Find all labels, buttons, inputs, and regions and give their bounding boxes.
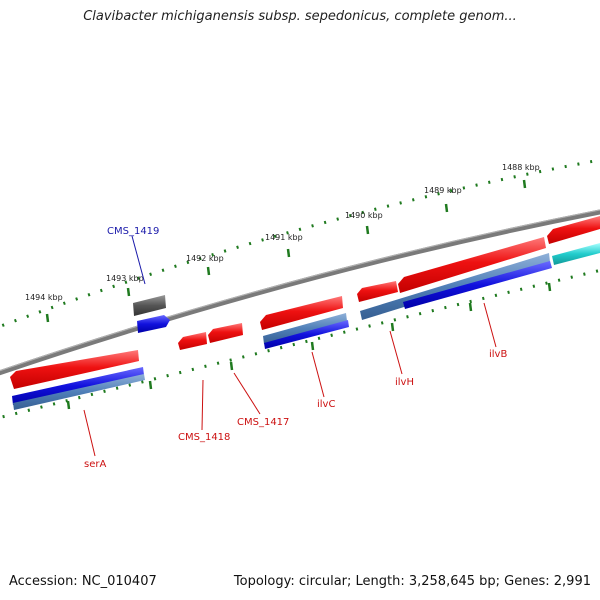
scale-label: 1494 kbp: [25, 293, 63, 302]
gene-arrow-sera[interactable]: [10, 350, 139, 389]
page-title: Clavibacter michiganensis subsp. sepedon…: [83, 9, 517, 24]
gene-arrow-ilvb[interactable]: [398, 237, 546, 293]
cds-bar-cyan[interactable]: [552, 243, 600, 265]
scale-label: 1493 kbp: [106, 274, 144, 283]
scale-label: 1489 kbp: [424, 186, 462, 195]
gene-label-cms-1418[interactable]: CMS_1418: [178, 432, 230, 443]
gene-label-sera[interactable]: serA: [84, 459, 106, 470]
scale-ring-outer: [0, 158, 600, 328]
gene-label-cms-1417[interactable]: CMS_1417: [237, 417, 289, 428]
gene-arrow-cms-1417[interactable]: [208, 323, 243, 343]
scale-label: 1492 kbp: [186, 254, 224, 263]
scale-label: 1491 kbp: [265, 233, 303, 242]
cds-bar-sera[interactable]: [12, 367, 145, 410]
cds-bar-ilvc[interactable]: [263, 313, 349, 349]
gene-arrow-next[interactable]: [547, 216, 600, 244]
genome-backbone: [0, 209, 600, 376]
cds-bar-ilvh-ilvb[interactable]: [360, 253, 552, 320]
genome-summary-text: Topology: circular; Length: 3,258,645 bp…: [233, 574, 591, 589]
gene-label-ilvh[interactable]: ilvH: [395, 377, 414, 388]
label-leader-lines: [83, 235, 497, 457]
pseudo-feature-cms-1419[interactable]: [133, 295, 166, 316]
gene-arrow-cms-1418[interactable]: [178, 332, 207, 350]
gene-label-cms-1419[interactable]: CMS_1419: [107, 226, 159, 237]
gene-label-ilvb[interactable]: ilvB: [489, 349, 507, 360]
gene-label-ilvc[interactable]: ilvC: [317, 399, 335, 410]
gene-arrow-ilvc[interactable]: [260, 296, 343, 330]
gene-arrow-ilvh[interactable]: [357, 281, 398, 302]
cds-arrow-cms-1419[interactable]: [137, 315, 170, 333]
scale-label: 1488 kbp: [502, 163, 540, 172]
accession-text: Accession: NC_010407: [9, 574, 157, 589]
scale-label: 1490 kbp: [345, 211, 383, 220]
scale-ring-inner: [0, 268, 600, 420]
